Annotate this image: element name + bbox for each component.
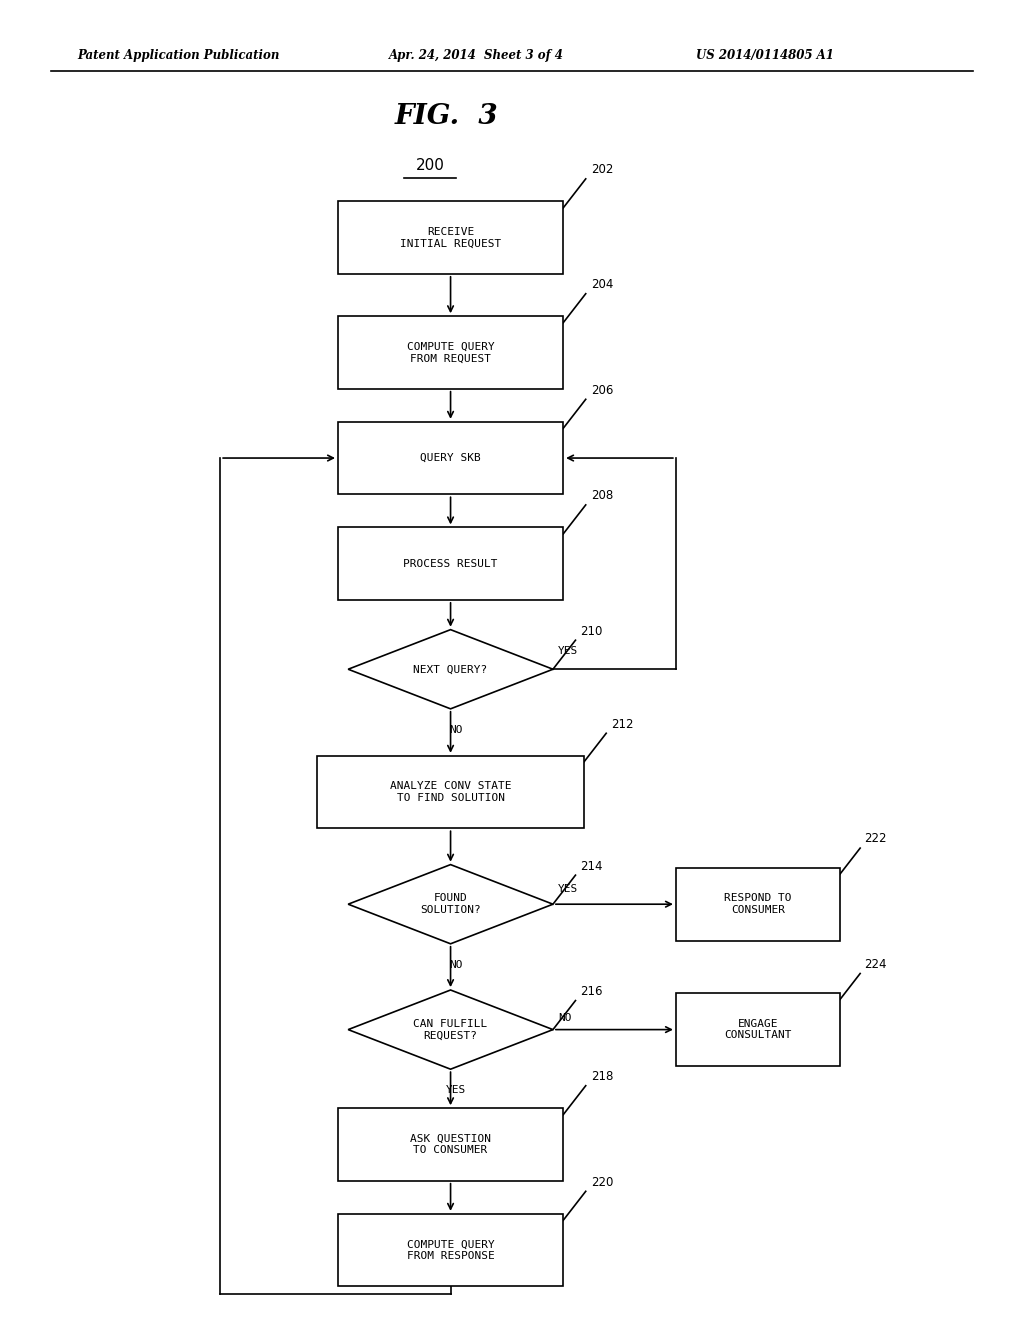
- Polygon shape: [348, 865, 553, 944]
- Text: FOUND
SOLUTION?: FOUND SOLUTION?: [420, 894, 481, 915]
- FancyBboxPatch shape: [338, 1109, 563, 1180]
- Text: YES: YES: [558, 645, 579, 656]
- Text: QUERY SKB: QUERY SKB: [420, 453, 481, 463]
- FancyBboxPatch shape: [338, 315, 563, 388]
- Text: US 2014/0114805 A1: US 2014/0114805 A1: [696, 49, 835, 62]
- Text: NO: NO: [449, 725, 463, 735]
- Text: NEXT QUERY?: NEXT QUERY?: [414, 664, 487, 675]
- Text: 210: 210: [581, 624, 603, 638]
- Text: YES: YES: [558, 883, 579, 894]
- Text: 204: 204: [591, 279, 613, 290]
- Text: CAN FULFILL
REQUEST?: CAN FULFILL REQUEST?: [414, 1019, 487, 1040]
- FancyBboxPatch shape: [676, 993, 840, 1067]
- Text: 212: 212: [611, 718, 634, 730]
- Text: 216: 216: [581, 985, 603, 998]
- Text: 218: 218: [591, 1071, 613, 1082]
- Text: PROCESS RESULT: PROCESS RESULT: [403, 558, 498, 569]
- Text: NO: NO: [449, 960, 463, 970]
- Text: Patent Application Publication: Patent Application Publication: [77, 49, 280, 62]
- Text: 200: 200: [416, 157, 444, 173]
- FancyBboxPatch shape: [317, 755, 584, 829]
- Polygon shape: [348, 990, 553, 1069]
- FancyBboxPatch shape: [338, 1214, 563, 1286]
- Text: RESPOND TO
CONSUMER: RESPOND TO CONSUMER: [724, 894, 792, 915]
- Text: COMPUTE QUERY
FROM REQUEST: COMPUTE QUERY FROM REQUEST: [407, 342, 495, 363]
- Text: NO: NO: [558, 1012, 571, 1023]
- Text: 224: 224: [864, 958, 887, 972]
- FancyBboxPatch shape: [676, 869, 840, 940]
- Text: 202: 202: [591, 164, 613, 177]
- FancyBboxPatch shape: [338, 527, 563, 599]
- FancyBboxPatch shape: [338, 201, 563, 275]
- Text: Apr. 24, 2014  Sheet 3 of 4: Apr. 24, 2014 Sheet 3 of 4: [389, 49, 564, 62]
- Text: 206: 206: [591, 384, 613, 396]
- Text: 214: 214: [581, 859, 603, 873]
- FancyBboxPatch shape: [338, 421, 563, 494]
- Text: ANALYZE CONV STATE
TO FIND SOLUTION: ANALYZE CONV STATE TO FIND SOLUTION: [390, 781, 511, 803]
- Text: YES: YES: [445, 1085, 466, 1096]
- Text: COMPUTE QUERY
FROM RESPONSE: COMPUTE QUERY FROM RESPONSE: [407, 1239, 495, 1261]
- Text: 208: 208: [591, 490, 613, 503]
- Text: RECEIVE
INITIAL REQUEST: RECEIVE INITIAL REQUEST: [400, 227, 501, 248]
- Text: 222: 222: [864, 833, 887, 845]
- Text: ENGAGE
CONSULTANT: ENGAGE CONSULTANT: [724, 1019, 792, 1040]
- Text: 220: 220: [591, 1176, 613, 1188]
- Text: ASK QUESTION
TO CONSUMER: ASK QUESTION TO CONSUMER: [410, 1134, 492, 1155]
- Polygon shape: [348, 630, 553, 709]
- Text: FIG.  3: FIG. 3: [394, 103, 498, 129]
